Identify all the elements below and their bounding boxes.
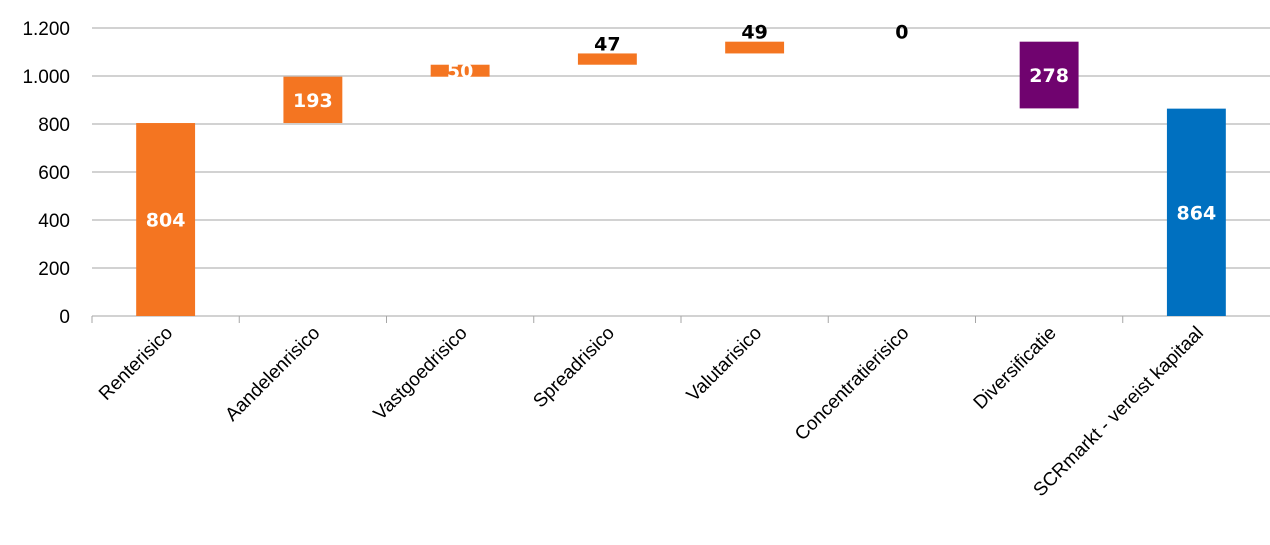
data-label: 804	[146, 210, 186, 232]
x-tick-label: Spreadrisico	[529, 323, 619, 413]
data-label: 47	[594, 33, 620, 55]
y-tick-label: 400	[38, 211, 70, 232]
bar	[577, 53, 637, 65]
x-tick-label: Aandelenrisico	[221, 323, 324, 426]
data-label: 278	[1029, 65, 1069, 87]
bar	[1166, 108, 1226, 316]
data-label: 0	[895, 22, 908, 44]
bar	[283, 76, 343, 124]
y-tick-label: 800	[38, 115, 70, 136]
x-tick-label: Diversificatie	[970, 323, 1061, 414]
data-label: 193	[293, 90, 333, 112]
y-axis: 0 200 400 600 800 1.000 1.200	[22, 19, 70, 328]
x-tick-label: SCRmarkt - vereist kapitaal	[1030, 323, 1208, 501]
gridlines	[92, 27, 1270, 269]
x-axis: Renterisico Aandelenrisico Vastgoedrisico S…	[91, 315, 1270, 501]
data-label: 864	[1177, 202, 1217, 224]
x-tick-label: Renterisico	[95, 323, 177, 405]
y-tick-label: 1.000	[22, 67, 70, 88]
bar	[1019, 41, 1079, 109]
bar	[136, 123, 196, 316]
y-tick-label: 1.200	[22, 19, 70, 40]
bars	[136, 41, 1226, 316]
y-tick-label: 200	[38, 259, 70, 280]
y-tick-label: 0	[59, 307, 70, 328]
data-labels: 804 193 50 47 49 0 278 864	[146, 22, 1216, 232]
y-tick-label: 600	[38, 163, 70, 184]
data-label: 49	[741, 22, 767, 44]
bar	[725, 41, 785, 54]
data-label: 50	[447, 61, 473, 83]
x-tick-label: Vastgoedrisico	[370, 323, 472, 425]
x-tick-label: Concentratierisico	[791, 323, 913, 445]
bar	[430, 64, 490, 77]
x-tick-label: Valutarisico	[683, 323, 766, 406]
